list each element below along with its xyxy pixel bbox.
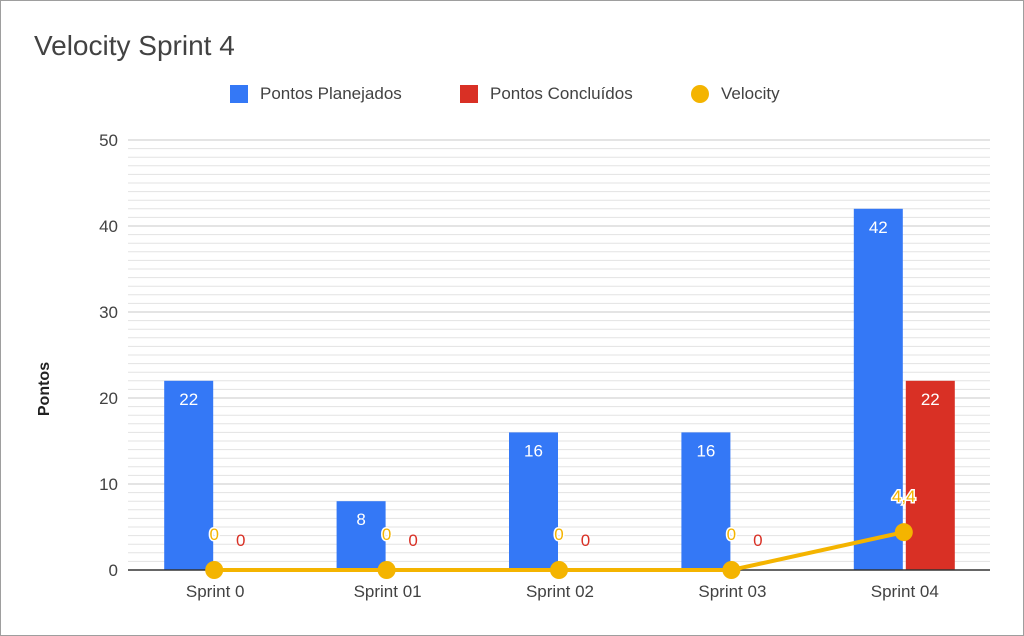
bar-planned[interactable] — [853, 208, 903, 571]
bar-planned-label: 22 — [179, 390, 198, 409]
velocity-label: 4,4 — [892, 487, 916, 506]
bar-planned[interactable] — [336, 501, 386, 570]
x-tick-label: Sprint 0 — [186, 582, 245, 601]
bar-completed-label: 0 — [753, 531, 762, 550]
x-tick-label: Sprint 02 — [526, 582, 594, 601]
legend-label-velocity: Velocity — [721, 84, 780, 103]
velocity-point[interactable] — [377, 561, 396, 579]
velocity-point[interactable] — [894, 523, 913, 542]
y-tick-label: 40 — [99, 217, 118, 236]
legend-swatch-planned — [230, 85, 248, 103]
bar-completed-label: 0 — [581, 531, 590, 550]
bar-planned[interactable] — [681, 432, 731, 570]
legend: Pontos Planejados Pontos Concluídos Velo… — [0, 84, 1024, 114]
bar-completed[interactable] — [905, 380, 955, 570]
bar-planned-label: 8 — [356, 510, 365, 529]
legend-label-planned: Pontos Planejados — [260, 84, 402, 103]
y-tick-label: 0 — [109, 561, 118, 580]
legend-item-planned[interactable]: Pontos Planejados — [230, 84, 402, 104]
x-tick-label: Sprint 03 — [698, 582, 766, 601]
y-tick-label: 10 — [99, 475, 118, 494]
bar-completed-label: 22 — [921, 390, 940, 409]
y-tick-label: 30 — [99, 303, 118, 322]
velocity-point[interactable] — [722, 561, 741, 579]
bar-planned[interactable] — [509, 432, 558, 570]
velocity-label: 0 — [727, 525, 736, 544]
y-tick-label: 50 — [99, 131, 118, 150]
bar-planned-label: 16 — [696, 441, 715, 460]
legend-label-completed: Pontos Concluídos — [490, 84, 633, 103]
x-tick-label: Sprint 01 — [354, 582, 422, 601]
legend-item-velocity[interactable]: Velocity — [691, 84, 780, 104]
legend-swatch-completed — [460, 85, 478, 103]
velocity-label: 0 — [209, 525, 218, 544]
bar-planned-label: 16 — [524, 441, 543, 460]
velocity-label: 0 — [554, 525, 563, 544]
x-tick-label: Sprint 04 — [871, 582, 939, 601]
chart-title: Velocity Sprint 4 — [34, 30, 235, 61]
bar-planned[interactable] — [164, 380, 214, 570]
bar-completed-label: 0 — [408, 531, 417, 550]
legend-swatch-velocity — [691, 85, 709, 103]
velocity-point[interactable] — [550, 561, 568, 579]
bar-planned-label: 42 — [869, 218, 888, 237]
legend-item-completed[interactable]: Pontos Concluídos — [460, 84, 633, 104]
velocity-label: 0 — [382, 525, 391, 544]
y-tick-label: 20 — [99, 389, 118, 408]
velocity-point[interactable] — [205, 561, 224, 579]
bar-completed-label: 0 — [236, 531, 245, 550]
